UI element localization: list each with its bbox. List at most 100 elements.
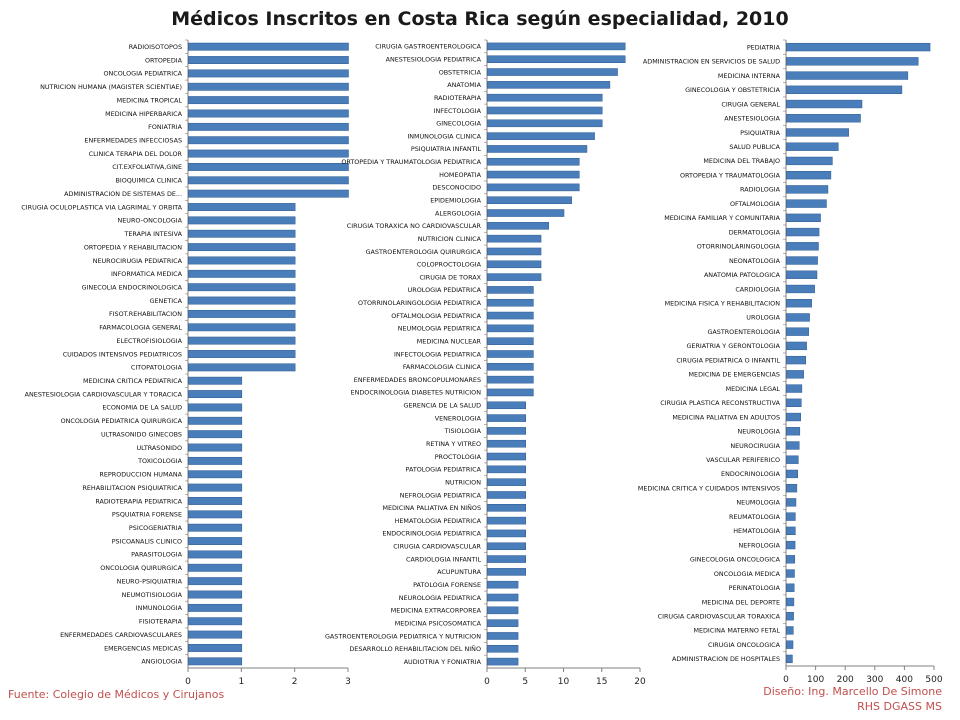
category-label: ACUPUNTURA [437,568,481,576]
bar [188,430,243,439]
bar [786,583,795,592]
bar [188,390,243,399]
category-label: PSICOGERIATRIA [129,524,183,532]
category-label: OFTALMOLOGIA PEDIATRICA [391,312,481,320]
category-label: DERMATOLOGIA [729,228,781,236]
category-label: MEDICINA CRITICA PEDIATRICA [83,377,183,385]
bar [786,455,799,464]
category-label: NEUROLOGIA PEDIATRICA [399,594,482,602]
category-label: OFTALMOLOGIA [730,200,781,208]
chart-title: Médicos Inscritos en Costa Rica según es… [171,8,789,30]
category-label: ANATOMIA PATOLOGICA [704,271,781,279]
bar [188,69,349,78]
bar [487,273,542,281]
category-label: INFECTOLOGIA [434,107,482,115]
bar [786,185,829,194]
bar [487,375,534,384]
bar [487,260,542,269]
x-tick-label: 1 [238,677,244,687]
bar [487,657,519,666]
x-tick-label: 100 [807,675,824,685]
category-label: ADMINISTRACION DE SISTEMAS DE... [64,190,182,198]
bar [487,542,526,551]
category-label: PSQUIATRIA FORENSE [112,511,182,519]
category-label: ENDOCRINOLOGIA [721,470,781,478]
category-label: TERAPIA INTESIVA [123,230,182,238]
category-label: OBSTETRICIA [439,68,482,76]
category-label: BIOQUIMICA CLINICA [115,177,182,185]
bar [487,298,534,307]
category-label: ANESTESIOLOGIA [724,115,780,123]
bar [188,510,243,519]
category-label: OTORRINOLARINGOLOGIA PEDIATRICA [358,299,482,307]
category-label: CIRUGIA DE TORAX [419,273,481,281]
bar [786,227,820,237]
bar [188,56,349,64]
bar [786,114,861,123]
bar [188,617,243,626]
bar [188,149,349,158]
bar [188,309,296,318]
bar [487,606,519,615]
category-label: RETINA Y VITREO [426,440,481,448]
bar [487,529,526,538]
category-label: RADIOLOGIA [740,186,781,194]
category-label: MEDICINA FISICA Y REHABILITACION [665,300,781,308]
bar [487,170,580,179]
category-label: ENFERMEDADES INFECCIOSAS [84,137,182,145]
category-label: CIRUGIA GENERAL [721,100,780,108]
bar [188,550,243,559]
bar [188,176,349,185]
bar [188,497,243,505]
bar [786,370,804,379]
category-label: GERIATRIA Y GERONTOLOGIA [686,342,780,350]
category-label: CITOPATOLOGIA [131,364,183,372]
category-label: CIRUGIA TORAXICA NO CARDIOVASCULAR [347,222,482,230]
bar [487,504,526,512]
bar [786,640,794,649]
category-label: CIRUGIA CARDIOVASCULAR [393,543,481,551]
category-label: DESARROLLO REHABILITACION DEL NIÑO [349,644,481,653]
chart-middle: 0 5 10 15 20 CIRUGIA GASTROENTEROLOGICA ANESTE… [325,39,646,687]
category-label: NUTRICION HUMANA (MAGISTER SCIENTIAE) [40,83,182,91]
bar [188,216,296,225]
bar [188,203,296,211]
category-label: NEFROLOGIA [738,541,780,549]
bar [786,526,796,536]
category-label: NEUMOTISIOLOGIA [122,591,183,599]
bar [786,398,802,407]
category-label: COLOPROCTOLOGIA [417,261,482,269]
bar [188,523,243,532]
category-label: MEDICINA MATERNO FETAL [693,627,780,635]
bar [786,654,793,664]
category-label: ENFERMEDADES CARDIOVASCULARES [60,631,182,639]
bar [487,439,526,448]
category-label: MEDICINA PALIATIVA EN NIÑOS [382,503,481,512]
category-label: NEURO-PSIQUIATRIA [117,577,183,585]
bar [487,465,526,474]
bar [188,96,349,105]
category-label: EPIDEMIOLOGIA [430,197,481,205]
bar [786,597,795,607]
bar [487,580,519,589]
category-label: MEDICINA DEL DEPORTE [702,598,780,606]
category-label: ORTOPEDIA Y REHABILITACION [84,243,182,251]
category-label: INFECTOLOGIA PEDIATRICA [394,350,482,358]
category-label: SALUD PUBLICA [729,143,780,151]
bar [786,327,809,336]
category-label: GASTROENTEROLOGIA [707,328,780,336]
bar [188,456,243,465]
bar [188,403,243,412]
bar [786,284,815,294]
category-label: TOXICOLOGIA [137,457,182,465]
category-label: FARMACOLOGIA CLINICA [403,363,482,371]
bar [786,569,795,578]
category-label: PSIQUIATRIA [740,129,780,137]
category-label: NEUMOLOGIA PEDIATRICA [398,325,482,333]
category-label: ENDOCRINOLOGIA DIABETES NUTRICION [351,389,482,397]
x-tick-label: 20 [634,677,646,687]
bar [487,452,526,461]
category-label: AUDIOTRIA Y FONIATRIA [404,658,482,666]
bar [786,412,801,422]
design-credit-line1: Diseño: Ing. Marcello De Simone [763,685,942,698]
